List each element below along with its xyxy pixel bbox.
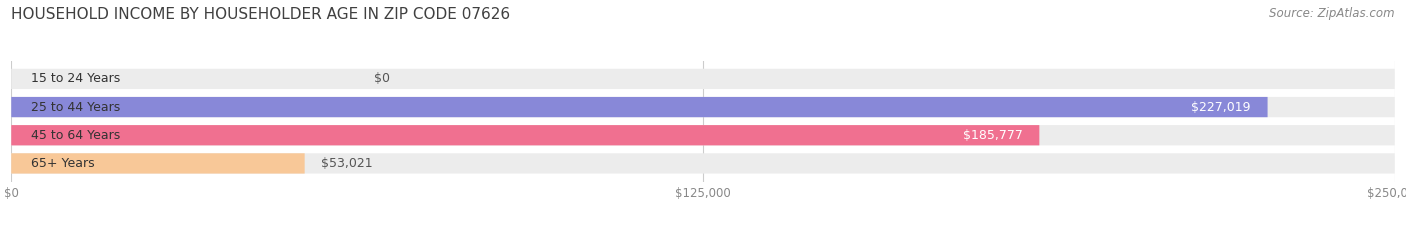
FancyBboxPatch shape bbox=[11, 153, 305, 174]
Text: $0: $0 bbox=[374, 72, 389, 86]
Text: 25 to 44 Years: 25 to 44 Years bbox=[31, 101, 120, 113]
FancyBboxPatch shape bbox=[11, 97, 1268, 117]
Text: 15 to 24 Years: 15 to 24 Years bbox=[31, 72, 120, 86]
Text: $227,019: $227,019 bbox=[1191, 101, 1251, 113]
Text: $185,777: $185,777 bbox=[963, 129, 1022, 142]
Text: 45 to 64 Years: 45 to 64 Years bbox=[31, 129, 120, 142]
Text: 65+ Years: 65+ Years bbox=[31, 157, 94, 170]
FancyBboxPatch shape bbox=[11, 97, 1395, 117]
FancyBboxPatch shape bbox=[11, 125, 1039, 145]
FancyBboxPatch shape bbox=[11, 69, 1395, 89]
Text: HOUSEHOLD INCOME BY HOUSEHOLDER AGE IN ZIP CODE 07626: HOUSEHOLD INCOME BY HOUSEHOLDER AGE IN Z… bbox=[11, 7, 510, 22]
Text: Source: ZipAtlas.com: Source: ZipAtlas.com bbox=[1270, 7, 1395, 20]
FancyBboxPatch shape bbox=[11, 153, 1395, 174]
FancyBboxPatch shape bbox=[11, 125, 1395, 145]
Text: $53,021: $53,021 bbox=[321, 157, 373, 170]
